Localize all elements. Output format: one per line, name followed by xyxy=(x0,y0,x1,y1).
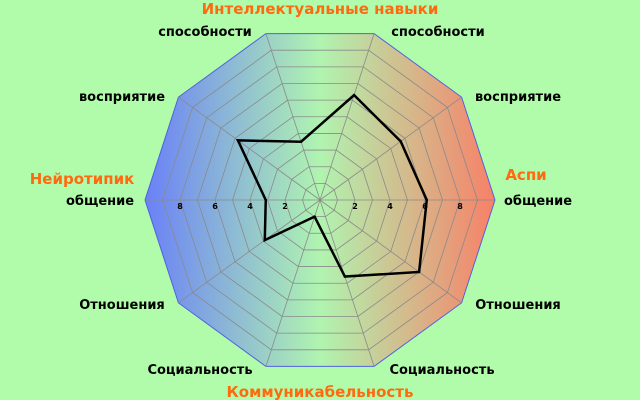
axis-label: Социальность xyxy=(147,363,252,378)
grid-spoke xyxy=(319,96,462,201)
tick-label: 2 xyxy=(352,202,358,211)
axis-label: восприятие xyxy=(79,90,165,105)
group-label-bottom: Коммуникабельность xyxy=(227,383,414,400)
grid-spoke xyxy=(319,199,375,367)
axis-label: Отношения xyxy=(475,298,561,313)
data-point xyxy=(264,198,267,202)
tick-label: 4 xyxy=(247,202,253,211)
data-point xyxy=(417,270,421,274)
tick-label: 2 xyxy=(282,202,288,211)
data-point xyxy=(343,275,347,278)
axis-label: общение xyxy=(66,194,134,209)
group-label-top: Интеллектуальные навыки xyxy=(202,0,439,18)
grid-spoke xyxy=(319,199,462,304)
grid-spoke xyxy=(265,33,321,201)
grid-spoke xyxy=(265,199,321,367)
data-point xyxy=(299,140,303,143)
grid-spoke xyxy=(178,199,321,304)
group-label-right: Аспи xyxy=(505,166,546,184)
tick-label: 8 xyxy=(177,202,183,211)
axis-label: способности xyxy=(158,25,252,40)
data-point xyxy=(352,93,356,97)
axis-label: Социальность xyxy=(389,363,494,378)
axis-label: общение xyxy=(504,194,572,209)
group-label-left: Нейротипик xyxy=(30,170,135,188)
grid-spoke xyxy=(178,96,321,201)
grid-spoke xyxy=(319,33,375,201)
axis-label: Отношения xyxy=(79,298,165,313)
tick-label: 8 xyxy=(457,202,463,211)
axis-label: способности xyxy=(391,25,485,40)
data-point xyxy=(425,198,428,202)
axis-label: восприятие xyxy=(475,90,561,105)
data-point xyxy=(313,215,316,218)
tick-label: 4 xyxy=(387,202,393,211)
tick-label: 6 xyxy=(212,202,218,211)
data-point xyxy=(236,139,240,142)
data-point xyxy=(399,140,402,143)
data-point xyxy=(263,238,266,242)
